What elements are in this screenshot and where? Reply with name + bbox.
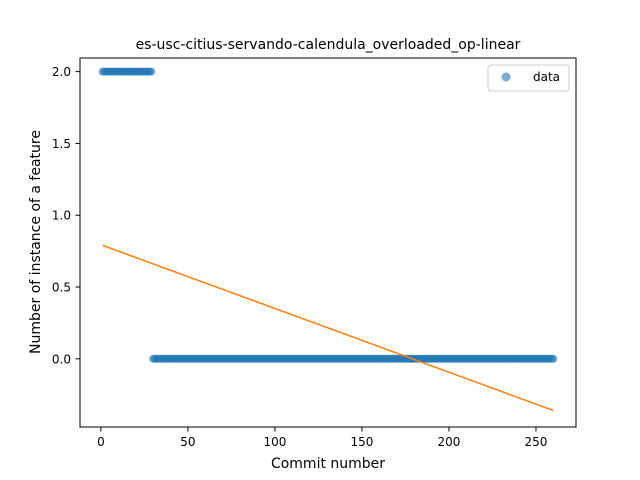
x-axis: 0 50 100 150 200 250 [97,427,547,449]
y-tick-label: 1.0 [52,209,71,223]
x-tick-label: 100 [263,435,286,449]
legend-box [487,64,570,92]
x-tick-label: 50 [180,435,195,449]
y-axis: 0.0 0.5 1.0 1.5 2.0 [52,65,80,366]
x-tick-label: 150 [350,435,373,449]
plot-frame [79,57,577,428]
data-point [549,354,558,363]
x-axis-label: Commit number [271,456,385,472]
x-tick-label: 200 [438,435,461,449]
fit-line [102,244,554,412]
chart-title: es-usc-citius-servando-calendula_overloa… [136,37,521,53]
x-tick-label: 0 [97,435,105,449]
legend: data [487,64,570,92]
plot-marks [98,67,558,412]
legend-label-data: data [533,70,560,84]
data-point [147,67,156,76]
x-tick-label: 250 [525,435,548,449]
y-axis-label: Number of instance of a feature [28,130,44,354]
y-tick-label: 2.0 [52,65,71,79]
y-tick-label: 0.0 [52,352,71,366]
legend-marker [501,72,511,82]
y-tick-label: 0.5 [52,281,71,295]
y-tick-label: 1.5 [52,137,71,151]
